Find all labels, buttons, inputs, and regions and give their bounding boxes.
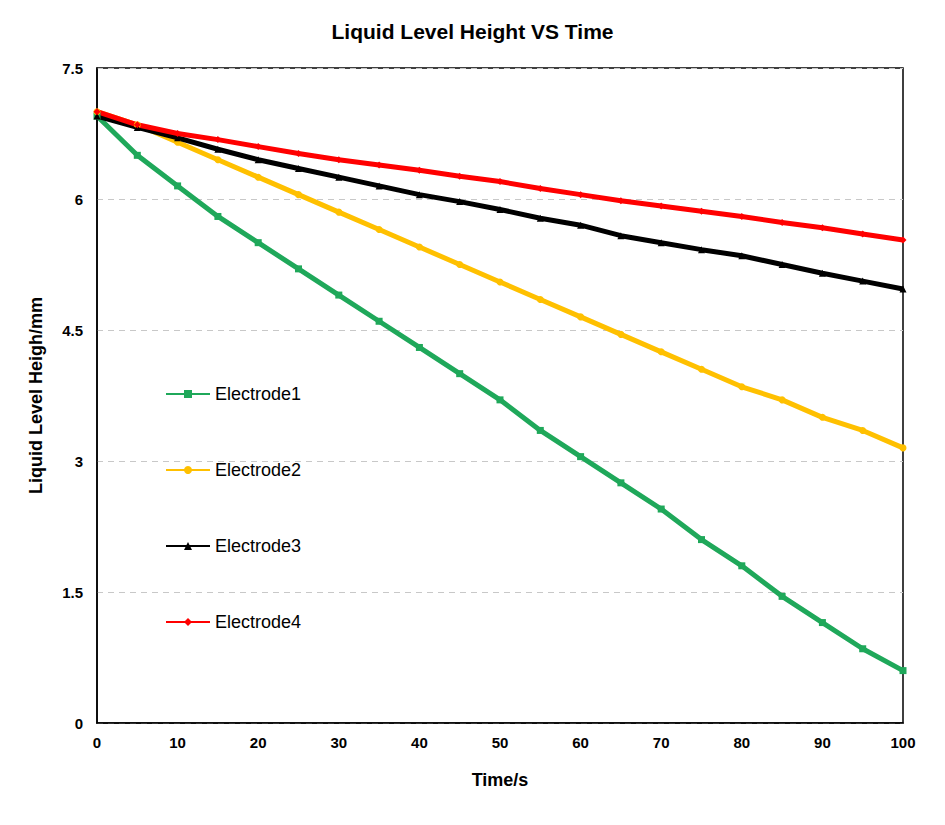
svg-text:Time/s: Time/s [472,770,529,790]
svg-text:7.5: 7.5 [62,60,83,77]
svg-text:30: 30 [330,734,347,751]
svg-text:0: 0 [75,715,83,732]
svg-text:20: 20 [250,734,267,751]
svg-text:Liquid Level Heigh/mm: Liquid Level Heigh/mm [26,297,46,494]
svg-text:80: 80 [733,734,750,751]
svg-text:90: 90 [814,734,831,751]
svg-text:Liquid Level Height VS Time: Liquid Level Height VS Time [332,20,614,43]
svg-text:Electrode2: Electrode2 [215,460,301,480]
svg-text:50: 50 [492,734,509,751]
svg-text:4.5: 4.5 [62,322,83,339]
svg-text:70: 70 [653,734,670,751]
svg-text:0: 0 [93,734,101,751]
svg-text:3: 3 [75,453,83,470]
svg-text:Electrode1: Electrode1 [215,384,301,404]
svg-text:40: 40 [411,734,428,751]
svg-text:6: 6 [75,191,83,208]
svg-text:100: 100 [890,734,915,751]
svg-text:60: 60 [572,734,589,751]
svg-text:1.5: 1.5 [62,584,83,601]
svg-text:Electrode3: Electrode3 [215,536,301,556]
svg-text:Electrode4: Electrode4 [215,612,301,632]
svg-text:10: 10 [169,734,186,751]
